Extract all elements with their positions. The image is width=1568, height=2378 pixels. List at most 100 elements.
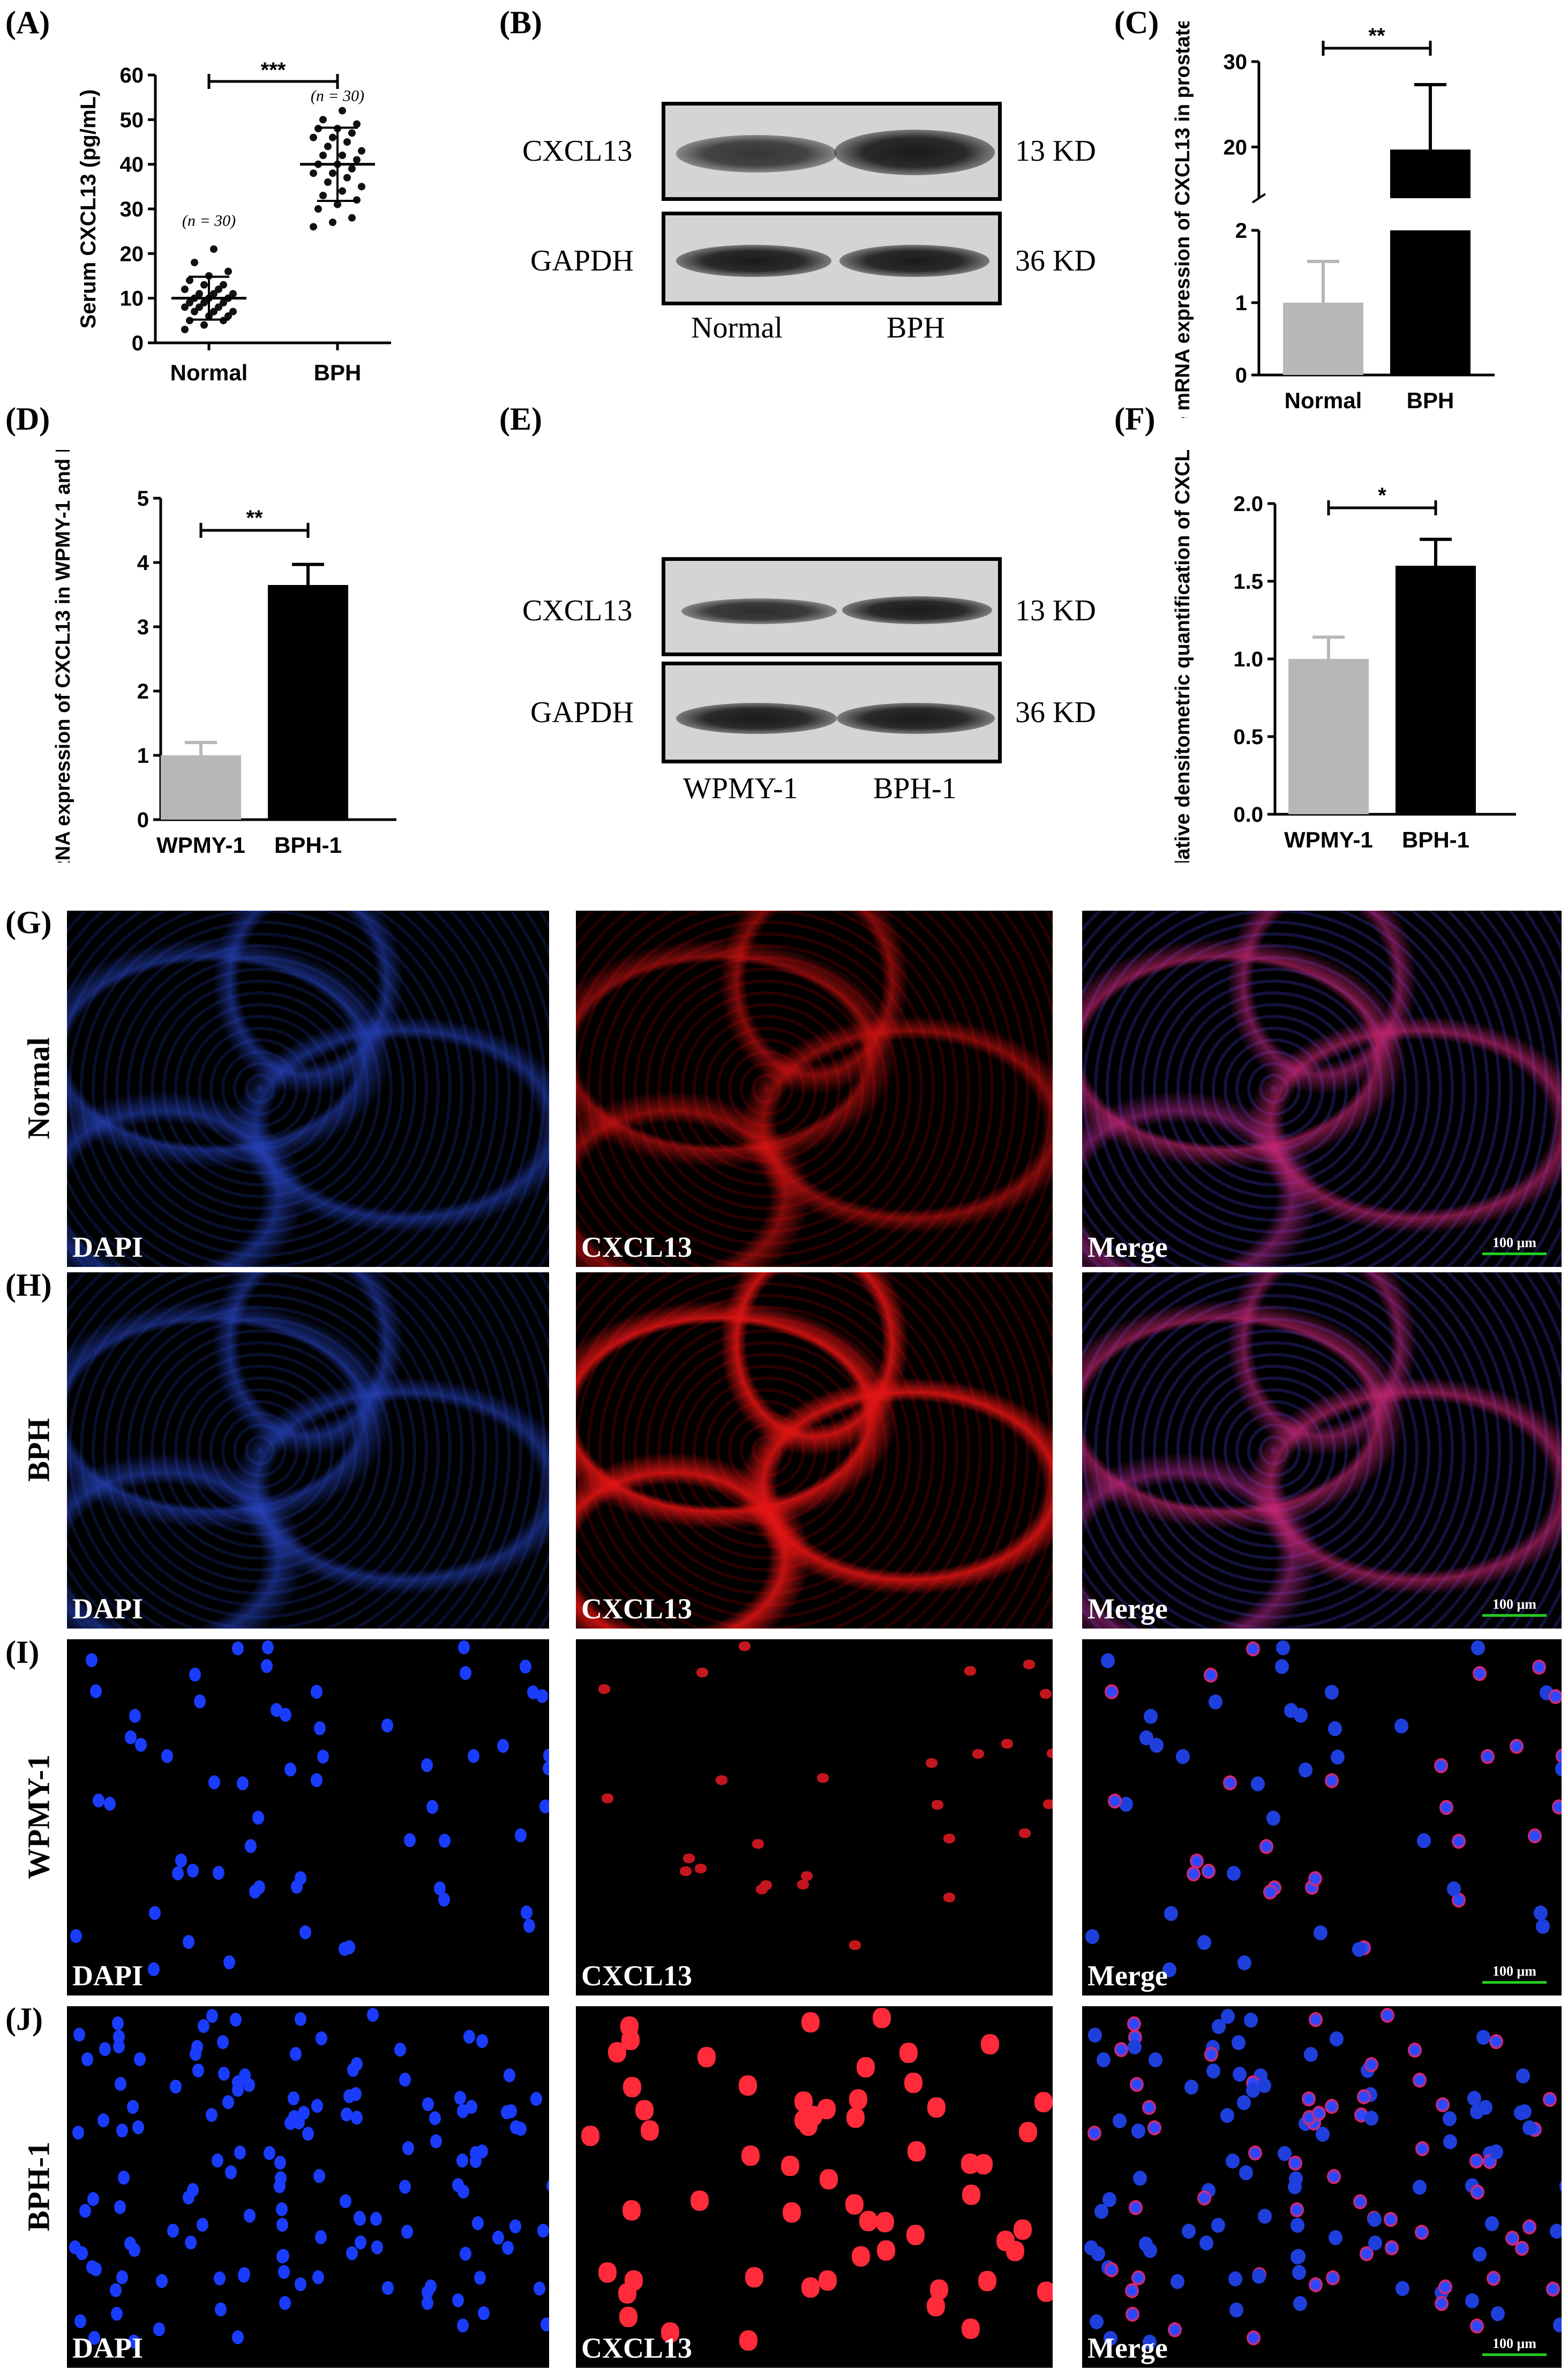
channel-label-dapi: DAPI <box>72 1960 143 1992</box>
scale-bar: 100 μm <box>1482 1596 1547 1617</box>
cell <box>1292 2264 1306 2280</box>
blot-b-gapdh-band-normal <box>676 245 831 277</box>
cell <box>1091 2246 1105 2261</box>
data-point <box>319 152 327 159</box>
y-tick-label: 2 <box>1235 219 1247 243</box>
cell <box>996 2231 1015 2252</box>
cell <box>81 2052 94 2066</box>
cell <box>1293 1708 1308 1723</box>
cell <box>402 2141 414 2155</box>
blot-b-cxcl13-band-bph <box>834 130 995 175</box>
panel-label-c: (C) <box>1114 5 1159 40</box>
cell <box>155 2274 168 2289</box>
cell <box>1473 1666 1487 1682</box>
cell <box>276 2218 289 2232</box>
cell <box>537 2224 549 2238</box>
channel-label-dapi: DAPI <box>72 2332 143 2364</box>
cell <box>302 2126 314 2141</box>
cell <box>1105 1684 1119 1700</box>
data-point <box>210 245 217 253</box>
micrograph-texture <box>67 1272 549 1629</box>
cell <box>1292 2249 1306 2264</box>
row-label-wpmy-1: WPMY-1 <box>21 1754 56 1879</box>
cell <box>466 2100 478 2114</box>
cell <box>876 2240 895 2261</box>
cell <box>425 2279 437 2293</box>
significance-label: ** <box>246 506 263 530</box>
data-point <box>186 299 193 306</box>
bar <box>268 585 348 820</box>
channel-label-cxcl13: CXCL13 <box>581 1593 693 1625</box>
cell <box>229 2013 242 2027</box>
cell <box>1142 2100 1156 2116</box>
cell <box>1536 1919 1550 1934</box>
cell <box>116 2124 129 2138</box>
cell <box>460 2247 472 2261</box>
cell <box>1364 2111 1378 2126</box>
cell <box>399 2180 411 2194</box>
cell <box>1220 2108 1234 2124</box>
cell <box>1203 1668 1218 1683</box>
cell <box>476 2144 488 2158</box>
cell <box>112 2039 125 2054</box>
panel-label-j: (J) <box>5 2001 43 2037</box>
cell <box>546 2178 549 2193</box>
blot-e-gapdh-band-bph1 <box>837 703 995 734</box>
cell <box>1246 1641 1260 1657</box>
cell <box>1527 1828 1542 1843</box>
scale-bar-line <box>1482 1981 1547 1984</box>
cell <box>1277 2146 1292 2162</box>
cell <box>478 2306 490 2320</box>
blot-e-lane-bph1: BPH-1 <box>873 772 957 805</box>
cell <box>1308 2277 1323 2292</box>
cell <box>978 2271 997 2292</box>
cell <box>456 2319 469 2333</box>
data-point <box>348 129 356 137</box>
cell <box>492 2231 505 2245</box>
cell <box>1559 2178 1562 2194</box>
x-tick-label: WPMY-1 <box>1284 827 1373 852</box>
cell <box>1407 2042 1422 2058</box>
cell <box>927 2097 946 2118</box>
bar <box>1283 303 1363 375</box>
data-point <box>329 133 336 141</box>
bar <box>1288 659 1369 814</box>
cell <box>472 2216 484 2231</box>
cell <box>926 1758 938 1768</box>
cell <box>89 2262 102 2277</box>
data-point <box>224 312 232 320</box>
cell <box>1331 1750 1345 1765</box>
cell <box>1248 2145 1263 2161</box>
cell <box>1435 2097 1450 2112</box>
scale-bar-line <box>1482 1252 1547 1255</box>
cell <box>1383 2212 1398 2227</box>
data-point <box>343 138 351 146</box>
cell <box>1043 1799 1053 1810</box>
cell <box>355 2236 367 2250</box>
cell <box>1417 1833 1431 1848</box>
cell <box>79 2204 91 2218</box>
cell <box>1184 2079 1198 2095</box>
cell <box>234 2145 246 2159</box>
cell <box>1266 1810 1280 1826</box>
cell <box>533 2282 545 2296</box>
blot-b-gapdh-band-bph <box>839 245 989 277</box>
cell <box>1097 2052 1111 2067</box>
cell <box>849 2089 868 2110</box>
y-axis-label: Relative mRNA expression of CXCL13 in WP… <box>52 450 74 862</box>
blot-e-row-label-cxcl13: CXCL13 <box>522 594 633 627</box>
cell <box>288 2091 300 2106</box>
y-tick-label: 50 <box>120 108 144 132</box>
y-tick-label: 0 <box>132 332 144 355</box>
row-label-normal: Normal <box>21 1037 56 1139</box>
cell <box>1313 1925 1327 1941</box>
cell <box>929 2279 948 2300</box>
cell <box>1447 1881 1461 1897</box>
x-tick-label: BPH-1 <box>274 832 342 858</box>
cell <box>1132 2170 1147 2186</box>
cell <box>1543 2091 1557 2107</box>
cell <box>1552 1799 1562 1815</box>
panel-label-e: (E) <box>499 401 542 437</box>
cell <box>1443 2134 1457 2150</box>
cell <box>350 2111 363 2125</box>
